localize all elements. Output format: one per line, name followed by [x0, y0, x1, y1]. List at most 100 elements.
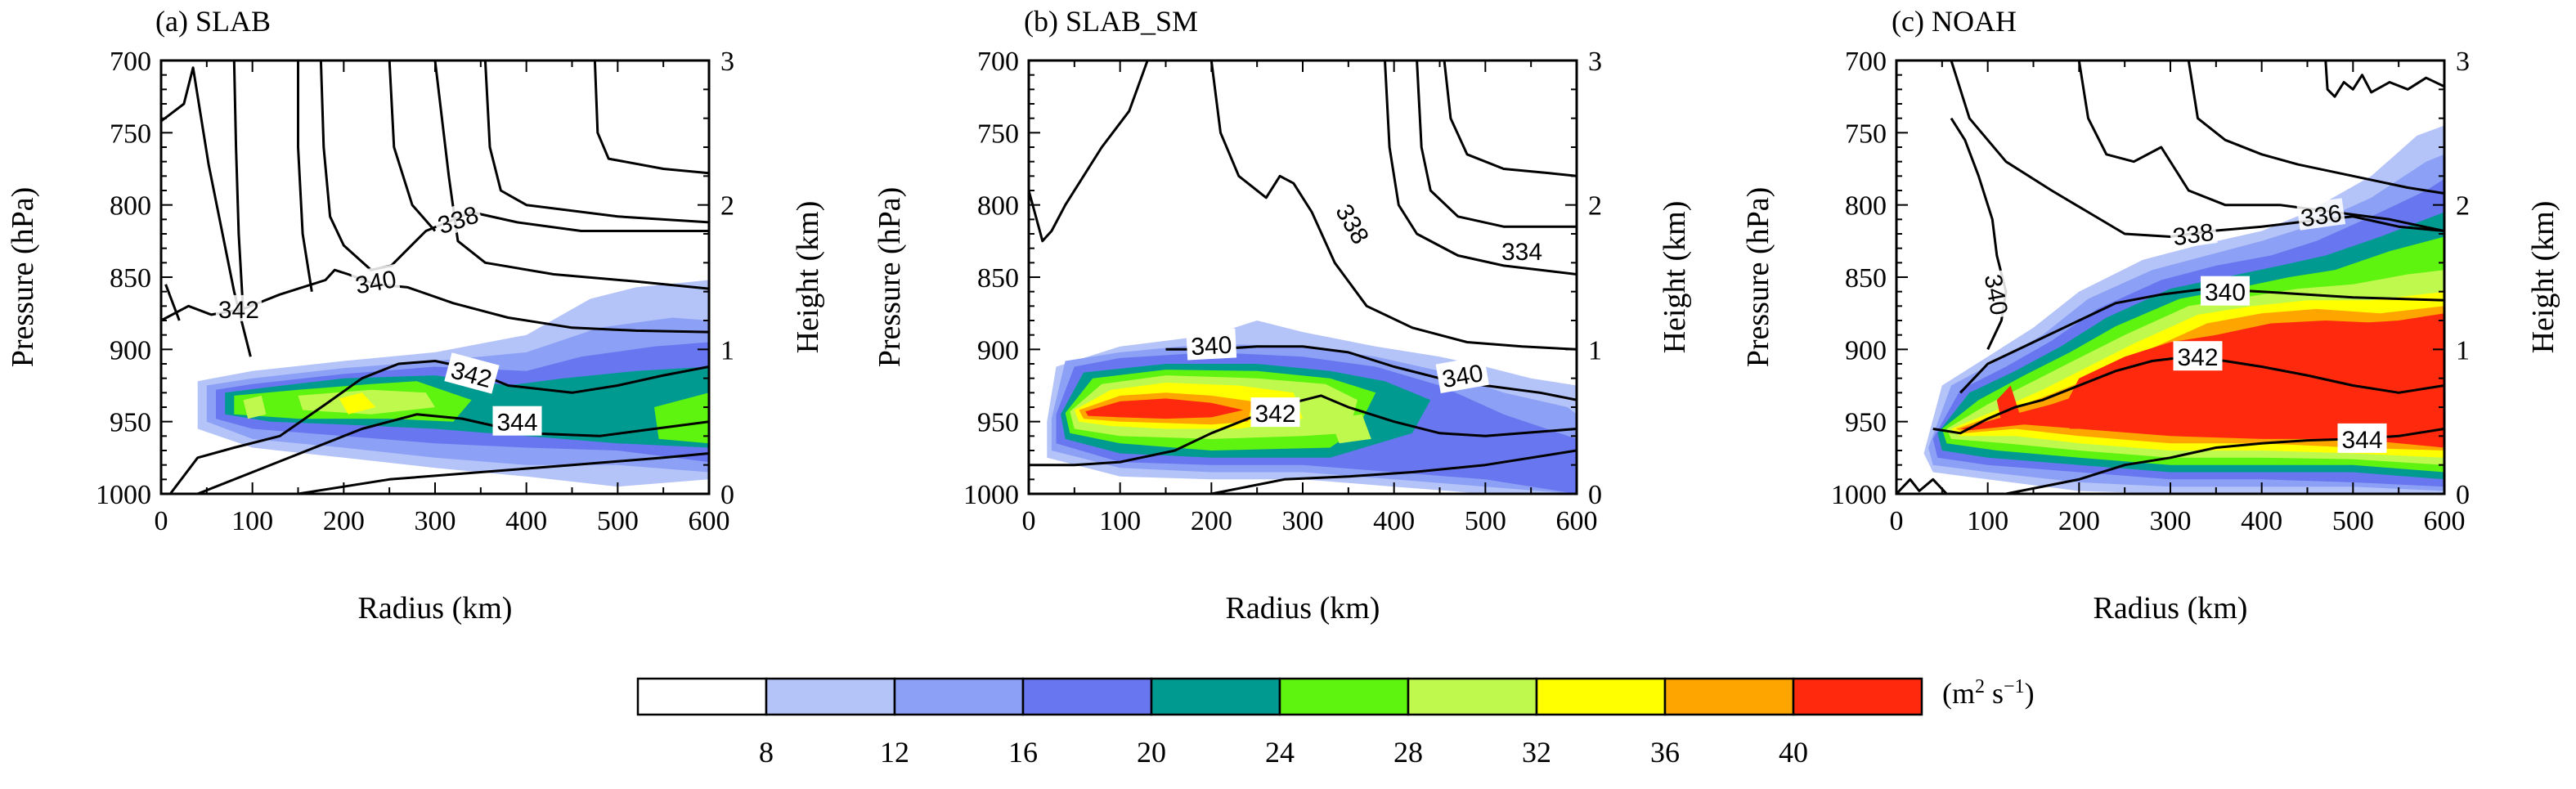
- y-tick-label: 1000: [1831, 480, 1887, 510]
- colorbar-box: [765, 677, 896, 716]
- x-tick-label: 200: [323, 506, 365, 536]
- contour-line-334: [483, 61, 709, 224]
- panel-title: (a) SLAB: [155, 5, 271, 38]
- x-tick-label: 500: [1465, 506, 1506, 536]
- x-tick-label: 100: [1099, 506, 1141, 536]
- x-tick-label: 500: [2332, 506, 2374, 536]
- x-axis-label: Radius (km): [358, 591, 513, 625]
- svg-text:336: 336: [2299, 200, 2343, 233]
- contour-line-344: [1211, 449, 1577, 494]
- y2-tick-label: 1: [1588, 335, 1602, 365]
- contour-label: 340: [1186, 328, 1237, 361]
- contour-label: 340: [1979, 269, 2015, 320]
- x-tick-label: 600: [689, 506, 730, 536]
- y2-tick-label: 2: [2456, 191, 2470, 222]
- contour-line-338: [319, 61, 709, 271]
- contour-label: 338: [1330, 196, 1377, 250]
- x-tick-label: 100: [231, 506, 273, 536]
- contour-line-334: [2187, 61, 2444, 195]
- y2-axis-label: Height (km): [2526, 201, 2560, 354]
- y-tick-label: 850: [1845, 263, 1887, 294]
- contour-line-338: [1950, 61, 2444, 238]
- colorbar-tick-label: 32: [1522, 736, 1551, 769]
- x-tick-label: 0: [155, 506, 168, 536]
- y2-tick-label: 0: [2456, 480, 2470, 510]
- plot-frame: [1027, 59, 1578, 495]
- plot-frame: [1895, 59, 2446, 495]
- contour-layer: 338 336 340 340 342 344: [1896, 61, 2444, 494]
- x-tick-label: 600: [1556, 506, 1598, 536]
- colorbar-boxes: [636, 677, 1923, 716]
- x-tick-label: 0: [1022, 506, 1036, 536]
- y2-tick-label: 2: [1588, 191, 1602, 222]
- contour-line-344: [298, 452, 709, 494]
- colorbar-unit: (m2 s−1): [1942, 676, 2035, 710]
- y-tick-label: 950: [110, 408, 151, 438]
- contour-line-344: [197, 413, 709, 494]
- y-tick-label: 700: [110, 47, 151, 77]
- axes: 0 100 200 300 400 500 600 700 750 800 850 900 950 100…: [96, 47, 734, 536]
- x-tick-label: 300: [1282, 506, 1324, 536]
- colorbar-tick-label: 40: [1779, 736, 1808, 769]
- x-axis-label: Radius (km): [2094, 591, 2248, 625]
- svg-text:340: 340: [1191, 332, 1233, 361]
- panel-b: (b) SLAB_SM 338 334 340 340 342 0 100 200 300 40…: [873, 5, 1692, 625]
- colorbar-tick-label: 16: [1008, 736, 1038, 769]
- contour-label: 340: [1435, 356, 1489, 393]
- y-tick-label: 1000: [963, 480, 1019, 510]
- y-tick-label: 1000: [96, 480, 151, 510]
- colorbar-tick-label: 28: [1393, 736, 1423, 769]
- contour-label: 336: [2296, 198, 2346, 233]
- shaded-region-28: [1330, 414, 1371, 444]
- y2-tick-label: 3: [1588, 47, 1602, 77]
- y2-axis-label: Height (km): [791, 201, 825, 354]
- y-axis-label: Pressure (hPa): [1741, 187, 1775, 368]
- contour-line-338: [1209, 61, 1577, 351]
- svg-text:342: 342: [218, 297, 259, 324]
- contour-line-332: [1443, 61, 1577, 177]
- x-tick-label: 500: [597, 506, 639, 536]
- contour-layer: 338 334 340 340 342: [1029, 61, 1577, 494]
- colorbar-ticks: 8 12 16 20 24 28 32 36 40: [759, 736, 1808, 769]
- colorbar: 8 12 16 20 24 28 32 36 40 (m2 s−1): [636, 676, 2035, 769]
- y2-tick-label: 2: [720, 191, 734, 222]
- contour-line-334: [433, 61, 709, 290]
- y-tick-label: 850: [977, 263, 1019, 294]
- y-tick-label: 900: [1845, 335, 1887, 365]
- contour-line-336: [2077, 61, 2444, 232]
- y-tick-label: 950: [977, 408, 1019, 438]
- svg-text:338: 338: [2171, 219, 2215, 252]
- shaded-region-24: [654, 392, 709, 444]
- svg-text:342: 342: [1254, 401, 1295, 428]
- colorbar-box: [893, 677, 1025, 716]
- contour-line-332: [593, 61, 709, 175]
- colorbar-box: [636, 677, 768, 716]
- x-tick-label: 200: [1191, 506, 1232, 536]
- svg-text:340: 340: [2205, 280, 2246, 307]
- contour-label: 334: [1499, 237, 1545, 266]
- colorbar-box: [1792, 677, 1923, 716]
- y-tick-label: 700: [1845, 47, 1887, 77]
- y-tick-label: 850: [110, 263, 151, 294]
- panel-title: (c) NOAH: [1892, 5, 2017, 38]
- y-tick-label: 750: [1845, 119, 1887, 149]
- contour-line-342: [169, 360, 709, 494]
- svg-text:342: 342: [2177, 344, 2218, 371]
- y2-tick-label: 3: [720, 47, 734, 77]
- svg-text:344: 344: [2341, 427, 2382, 454]
- contour-label: 342: [1250, 397, 1300, 428]
- contour-line-336: [1384, 61, 1577, 276]
- x-tick-label: 300: [415, 506, 456, 536]
- contour-label: 340: [350, 263, 401, 299]
- contour-label: 340: [2201, 276, 2250, 307]
- contour-line-338: [232, 61, 245, 314]
- y2-tick-label: 1: [720, 335, 734, 365]
- y-axis-label: Pressure (hPa): [873, 187, 907, 368]
- y-tick-label: 800: [110, 191, 151, 222]
- colorbar-tick-label: 36: [1650, 736, 1680, 769]
- x-axis-label: Radius (km): [1226, 591, 1380, 625]
- colorbar-tick-label: 8: [759, 736, 774, 769]
- y-tick-label: 750: [977, 119, 1019, 149]
- colorbar-tick-label: 12: [880, 736, 909, 769]
